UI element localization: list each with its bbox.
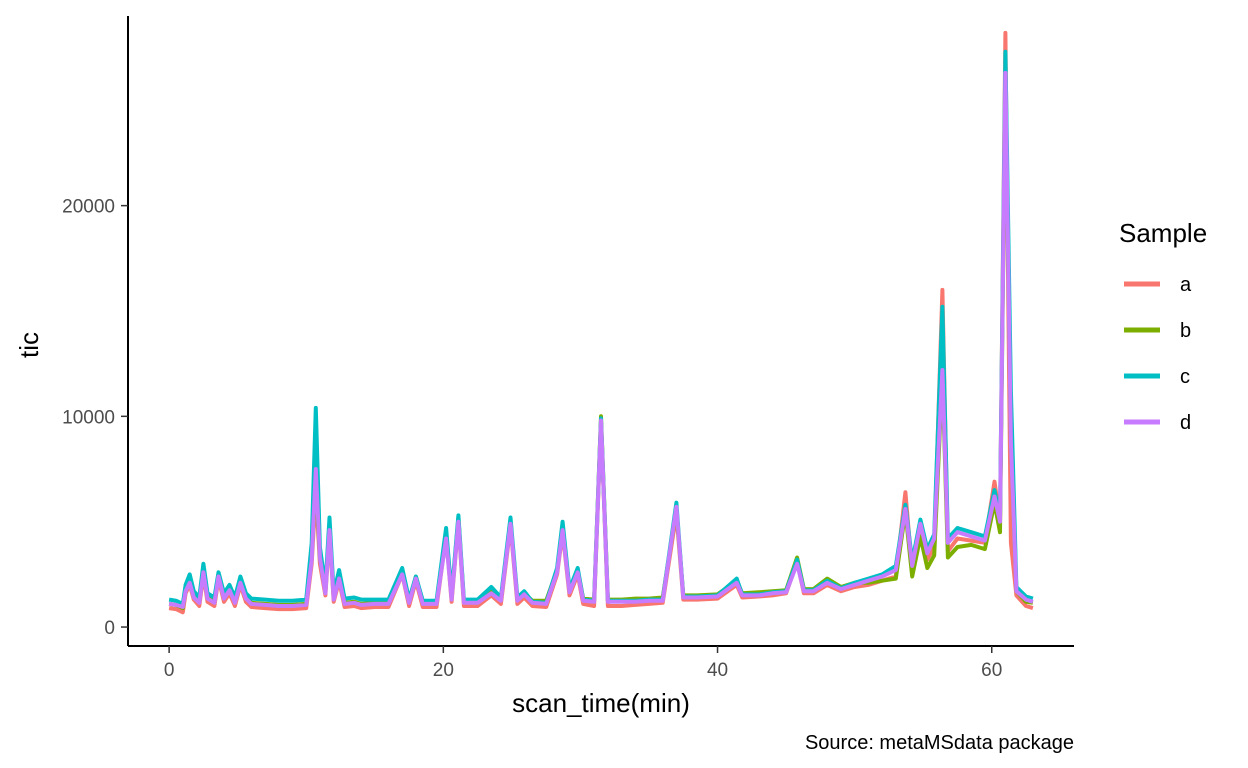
x-tick-label: 40 <box>707 660 728 681</box>
legend-label-d: d <box>1180 412 1191 434</box>
axes: 0 20 40 60 0 10000 20000 <box>62 16 1074 681</box>
legend: Sample a b c d <box>1119 218 1207 434</box>
x-tick-label: 60 <box>981 660 1002 681</box>
legend-title: Sample <box>1119 218 1207 248</box>
x-tick-label: 20 <box>433 660 454 681</box>
y-tick-label: 10000 <box>62 407 115 428</box>
legend-label-b: b <box>1180 320 1191 342</box>
x-tick-label: 0 <box>164 660 175 681</box>
series-line-a <box>168 30 1034 615</box>
x-ticks: 0 20 40 60 <box>164 646 1002 681</box>
y-ticks: 0 10000 20000 <box>62 197 128 639</box>
y-tick-label: 0 <box>104 618 115 639</box>
x-axis-title: scan_time(min) <box>512 688 690 718</box>
source-caption: Source: metaMSdata package <box>805 732 1074 754</box>
series-line-d <box>168 70 1034 609</box>
y-axis-title: tic <box>14 332 44 358</box>
plot-lines <box>168 30 1034 615</box>
legend-items: a b c d <box>1124 274 1192 434</box>
legend-label-a: a <box>1180 274 1192 296</box>
legend-label-c: c <box>1180 366 1190 388</box>
y-tick-label: 20000 <box>62 197 115 218</box>
